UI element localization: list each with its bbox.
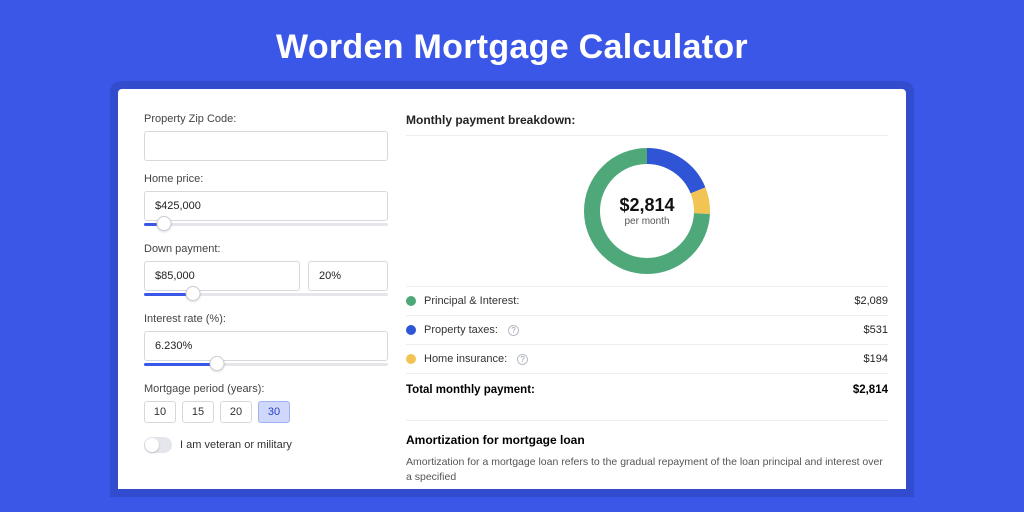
breakdown-column: Monthly payment breakdown: $2,814 per mo… bbox=[388, 113, 888, 489]
legend-row: Property taxes:? $531 bbox=[406, 315, 888, 344]
inputs-column: Property Zip Code: Home price: Down paym… bbox=[144, 113, 388, 489]
donut-amount: $2,814 bbox=[619, 195, 674, 216]
period-field: Mortgage period (years): 10 15 20 30 bbox=[144, 383, 388, 423]
total-value: $2,814 bbox=[853, 384, 888, 396]
legend-value: $531 bbox=[864, 324, 888, 336]
period-option-20[interactable]: 20 bbox=[220, 401, 252, 423]
interest-rate-label: Interest rate (%): bbox=[144, 313, 388, 325]
donut-center: $2,814 per month bbox=[584, 148, 710, 274]
total-row: Total monthly payment: $2,814 bbox=[406, 373, 888, 406]
home-price-label: Home price: bbox=[144, 173, 388, 185]
calculator-card: Property Zip Code: Home price: Down paym… bbox=[118, 89, 906, 489]
veteran-toggle[interactable] bbox=[144, 437, 172, 453]
period-label: Mortgage period (years): bbox=[144, 383, 388, 395]
info-icon[interactable]: ? bbox=[508, 325, 519, 336]
period-option-30[interactable]: 30 bbox=[258, 401, 290, 423]
down-payment-slider[interactable] bbox=[144, 289, 388, 301]
home-price-field: Home price: bbox=[144, 173, 388, 231]
amortization-text: Amortization for a mortgage loan refers … bbox=[406, 455, 888, 485]
legend-dot bbox=[406, 296, 416, 306]
down-payment-amount-input[interactable] bbox=[144, 261, 300, 291]
zip-field: Property Zip Code: bbox=[144, 113, 388, 161]
period-options: 10 15 20 30 bbox=[144, 401, 388, 423]
home-price-slider[interactable] bbox=[144, 219, 388, 231]
period-option-15[interactable]: 15 bbox=[182, 401, 214, 423]
legend-row: Principal & Interest: $2,089 bbox=[406, 286, 888, 315]
interest-rate-input[interactable] bbox=[144, 331, 388, 361]
zip-label: Property Zip Code: bbox=[144, 113, 388, 125]
down-payment-field: Down payment: bbox=[144, 243, 388, 301]
toggle-knob bbox=[145, 438, 159, 452]
total-label: Total monthly payment: bbox=[406, 384, 535, 396]
breakdown-title: Monthly payment breakdown: bbox=[406, 113, 888, 136]
veteran-label: I am veteran or military bbox=[180, 439, 292, 451]
down-payment-label: Down payment: bbox=[144, 243, 388, 255]
legend-label: Property taxes: bbox=[424, 324, 498, 336]
legend-value: $2,089 bbox=[854, 295, 888, 307]
amortization-title: Amortization for mortgage loan bbox=[406, 433, 888, 447]
page-title: Worden Mortgage Calculator bbox=[0, 0, 1024, 89]
slider-thumb[interactable] bbox=[156, 216, 171, 231]
slider-thumb[interactable] bbox=[210, 356, 225, 371]
interest-rate-field: Interest rate (%): bbox=[144, 313, 388, 371]
legend-dot bbox=[406, 354, 416, 364]
legend-label: Home insurance: bbox=[424, 353, 507, 365]
interest-rate-slider[interactable] bbox=[144, 359, 388, 371]
legend-value: $194 bbox=[864, 353, 888, 365]
slider-fill bbox=[144, 363, 217, 366]
legend-row: Home insurance:? $194 bbox=[406, 344, 888, 373]
donut-chart: $2,814 per month bbox=[584, 148, 710, 274]
info-icon[interactable]: ? bbox=[517, 354, 528, 365]
legend-dot bbox=[406, 325, 416, 335]
veteran-row: I am veteran or military bbox=[144, 437, 388, 453]
down-payment-percent-input[interactable] bbox=[308, 261, 388, 291]
donut-sub: per month bbox=[624, 216, 669, 227]
slider-track bbox=[144, 223, 388, 226]
period-option-10[interactable]: 10 bbox=[144, 401, 176, 423]
legend: Principal & Interest: $2,089 Property taxe… bbox=[406, 286, 888, 373]
donut-wrap: $2,814 per month bbox=[406, 140, 888, 286]
amortization-section: Amortization for mortgage loan Amortizat… bbox=[406, 420, 888, 485]
slider-thumb[interactable] bbox=[185, 286, 200, 301]
legend-label: Principal & Interest: bbox=[424, 295, 519, 307]
zip-input[interactable] bbox=[144, 131, 388, 161]
home-price-input[interactable] bbox=[144, 191, 388, 221]
